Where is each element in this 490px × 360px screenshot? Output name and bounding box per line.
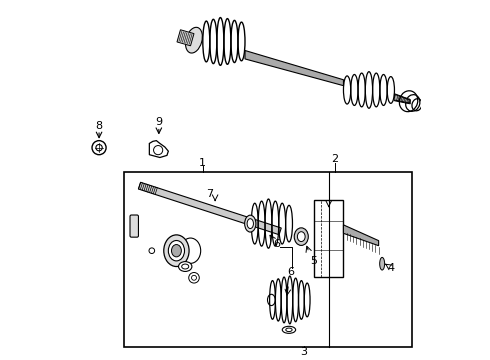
Circle shape (192, 275, 196, 280)
Ellipse shape (297, 232, 305, 242)
Text: 3: 3 (300, 347, 307, 357)
Bar (123, 172, 412, 347)
Circle shape (92, 141, 106, 155)
Circle shape (153, 145, 163, 155)
Text: 8: 8 (96, 121, 102, 131)
Polygon shape (138, 182, 281, 235)
Ellipse shape (186, 27, 202, 53)
Circle shape (189, 273, 199, 283)
Text: 2: 2 (331, 154, 338, 164)
Polygon shape (177, 30, 194, 46)
Polygon shape (394, 95, 410, 103)
Text: 9: 9 (155, 117, 162, 127)
FancyBboxPatch shape (130, 215, 139, 237)
Ellipse shape (286, 328, 292, 332)
Polygon shape (343, 225, 379, 246)
Ellipse shape (178, 262, 192, 271)
Bar (314, 200, 343, 277)
Text: 7: 7 (206, 189, 214, 199)
Text: 1: 1 (199, 158, 206, 168)
Text: 5: 5 (310, 256, 317, 266)
Ellipse shape (245, 215, 256, 232)
Text: 6: 6 (273, 239, 280, 249)
Polygon shape (245, 50, 343, 86)
Text: 6: 6 (287, 267, 294, 277)
Ellipse shape (182, 264, 189, 269)
Ellipse shape (247, 219, 253, 229)
Ellipse shape (380, 257, 385, 270)
Ellipse shape (172, 244, 181, 257)
Polygon shape (394, 94, 410, 104)
Text: 4: 4 (388, 263, 394, 273)
Ellipse shape (282, 326, 295, 333)
Circle shape (96, 144, 102, 151)
Polygon shape (149, 141, 169, 158)
Ellipse shape (164, 235, 189, 266)
Ellipse shape (294, 228, 308, 246)
Ellipse shape (169, 240, 185, 261)
